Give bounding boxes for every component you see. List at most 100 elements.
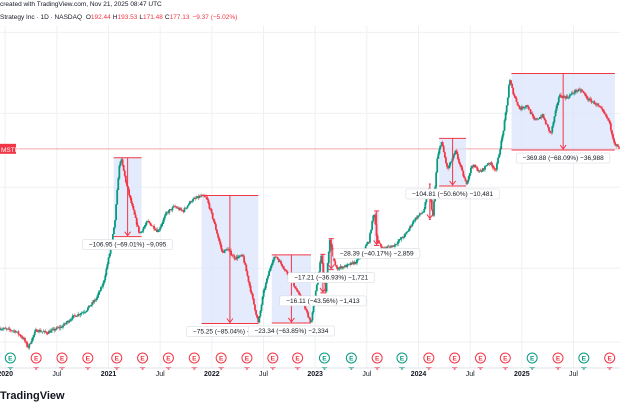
candle-body-116 (124, 175, 127, 183)
earnings-marker-text-8: E (219, 356, 224, 363)
candle-body-218 (235, 256, 238, 259)
candle-body-545 (590, 99, 593, 103)
candle-body-45 (47, 331, 50, 334)
candle-body-443 (479, 170, 482, 172)
candle-body-241 (260, 304, 263, 311)
candle-body-540 (585, 94, 587, 97)
candle-body-435 (471, 165, 473, 168)
drawdown-label-4: −17.21 (−36.93%) −1,721 (294, 275, 368, 282)
candle-body-158 (170, 209, 173, 211)
candle-body-224 (242, 254, 244, 257)
candle-body-110 (118, 165, 121, 179)
candle-body-384 (415, 217, 418, 219)
candle-body-564 (611, 130, 613, 135)
candle-body-490 (530, 113, 533, 115)
candle-body-31 (32, 335, 35, 338)
candle-body-26 (27, 346, 30, 348)
candle-body-38 (40, 331, 43, 333)
candle-body-530 (574, 90, 576, 94)
candle-body-489 (529, 109, 532, 114)
candle-body-67 (71, 315, 74, 320)
candle-body-514 (556, 102, 559, 106)
candle-body-51 (54, 329, 57, 331)
candle-body-450 (487, 163, 490, 165)
candle-body-421 (455, 150, 458, 154)
candle-body-27 (28, 343, 31, 348)
candle-body-125 (134, 214, 137, 218)
earnings-marker-14 (371, 352, 383, 364)
candle-body-536 (580, 90, 583, 92)
candle-body-1 (0, 329, 2, 330)
candle-body-492 (532, 116, 535, 119)
candle-body-165 (178, 207, 180, 210)
candle-body-178 (192, 198, 195, 202)
candle-body-414 (448, 165, 451, 169)
candle-body-496 (537, 118, 540, 120)
candle-body-440 (476, 167, 479, 171)
candle-body-344 (372, 215, 375, 221)
candle-body-261 (282, 266, 285, 269)
candle-body-497 (538, 118, 541, 120)
candle-body-459 (497, 157, 499, 164)
candle-body-139 (149, 223, 152, 226)
candle-body-109 (117, 178, 120, 191)
candle-body-469 (507, 85, 510, 98)
x-tick-2: 2021 (101, 371, 117, 378)
candle-body-326 (352, 262, 355, 265)
drawdown-label-1: −75.25 (−85.04%) −7,525 (193, 328, 267, 335)
candle-body-493 (534, 118, 536, 120)
candle-body-211 (228, 249, 230, 250)
candle-body-134 (144, 224, 147, 227)
candle-body-516 (558, 94, 561, 98)
candle-body-60 (64, 323, 66, 325)
candle-body-483 (523, 107, 525, 109)
candle-body-302 (326, 263, 329, 280)
candle-body-160 (172, 206, 175, 208)
candle-body-200 (216, 229, 218, 234)
candle-body-83 (89, 305, 91, 307)
candle-body-132 (142, 228, 145, 232)
candle-body-57 (60, 326, 63, 328)
candle-body-157 (169, 209, 172, 210)
candle-body-466 (504, 112, 507, 121)
candle-body-363 (392, 245, 395, 247)
earnings-marker-text-11: E (295, 356, 300, 363)
candle-body-340 (368, 242, 370, 243)
candle-body-119 (128, 189, 131, 196)
candle-body-393 (425, 197, 428, 203)
earnings-marker-5 (137, 352, 149, 364)
candle-body-183 (197, 196, 200, 198)
candle-body-562 (608, 120, 611, 124)
drawdown-label-bg-4 (287, 272, 375, 283)
symbol-name: Strategy Inc · 1D · NASDAQ (0, 14, 82, 21)
drawdown-arrow-head-7 (449, 180, 456, 186)
candle-body-252 (272, 259, 275, 263)
candle-body-213 (230, 250, 233, 256)
tradingview-logo: TradingView (0, 390, 65, 402)
candle-body-447 (484, 165, 486, 170)
candle-body-124 (133, 209, 136, 215)
candle-body-318 (344, 265, 346, 268)
candle-body-42 (44, 331, 47, 333)
candle-body-251 (271, 262, 274, 266)
candle-body-191 (206, 197, 209, 200)
candle-body-457 (494, 169, 497, 171)
candle-body-288 (311, 312, 314, 321)
candle-body-255 (275, 256, 278, 258)
candle-body-355 (384, 247, 387, 249)
candle-body-249 (269, 268, 272, 272)
candle-body-276 (298, 292, 301, 295)
candle-body-144 (155, 229, 158, 231)
earnings-marker-22 (578, 352, 590, 364)
symbol-header: Strategy Inc · 1D · NASDAQ O192.44 H193.5… (0, 14, 237, 21)
drawdown-label-bg-3 (279, 295, 367, 307)
earnings-marker-17 (449, 352, 461, 364)
candle-body-39 (41, 331, 44, 333)
candle-body-472 (511, 83, 514, 88)
candle-body-297 (321, 255, 324, 264)
candle-body-149 (160, 224, 163, 227)
candle-body-463 (501, 135, 504, 141)
ohlc-label-2: L (139, 14, 143, 21)
candle-body-141 (152, 225, 154, 227)
candle-body-225 (243, 256, 246, 263)
